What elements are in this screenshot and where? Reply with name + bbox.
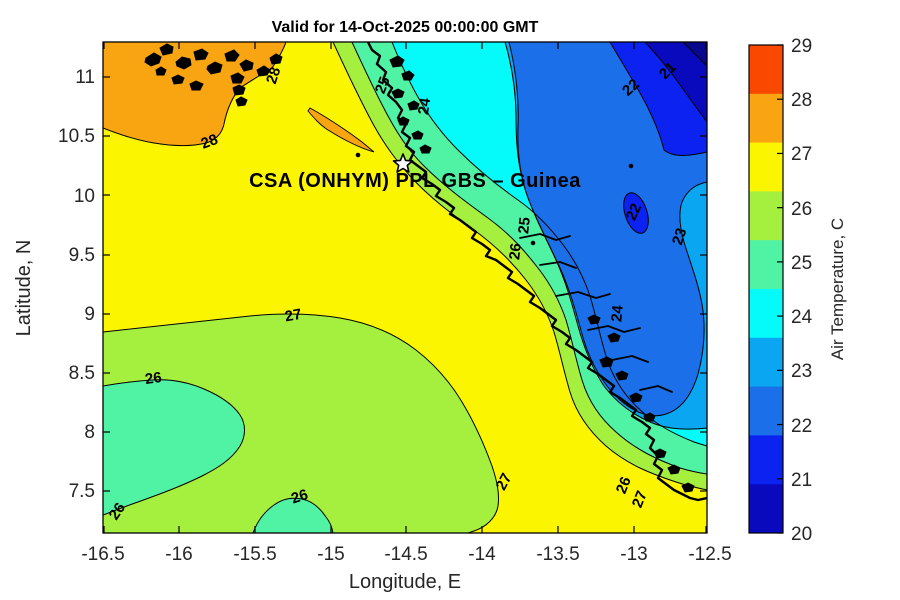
y-tick-label: 8.5 (69, 363, 95, 384)
contour-label: 28 (199, 131, 220, 153)
colorbar-block (749, 386, 783, 436)
colorbar-tick-label: 24 (791, 307, 813, 328)
contour-label: 26 (106, 500, 129, 523)
y-tick-label: 9.5 (69, 245, 95, 266)
colorbar-block (749, 142, 783, 192)
band-blue-blob (623, 192, 649, 234)
y-tick-label: 10 (74, 186, 95, 207)
x-tick-label: -16.5 (81, 544, 124, 565)
y-tick-label: 9 (84, 304, 95, 325)
colorbar-ticks (777, 44, 783, 534)
colorbar-tick-label: 27 (791, 144, 812, 165)
x-tick-label: -16 (165, 544, 192, 565)
colorbar-tick-label: 20 (791, 524, 812, 545)
x-tick-label: -14 (468, 544, 496, 565)
colorbar-tick-labels: 29 28 27 26 25 24 23 22 21 20 (791, 36, 813, 545)
band-royalblue (509, 42, 707, 416)
colorbar-block (749, 337, 783, 388)
x-tick-labels: -16.5 -16 -15.5 -15 -14.5 -14 -13.5 -13 … (81, 544, 731, 565)
y-tick-labels: 11 10.5 10 9.5 9 8.5 8 7.5 (58, 67, 95, 502)
colorbar-tick-label: 26 (791, 199, 812, 220)
y-tick-label: 8 (84, 422, 95, 443)
map-annotation: CSA (ONHYM) PPL GBS – Guinea (249, 170, 581, 192)
x-tick-label: -14.5 (384, 544, 427, 565)
contour-label: 27 (493, 471, 516, 494)
band-greenyellow-south (103, 313, 499, 533)
x-tick-label: -12.5 (688, 544, 731, 565)
colorbar-block (749, 435, 783, 485)
coastline (366, 42, 707, 502)
band-orange-arm (307, 107, 375, 153)
contour-label: 24 (415, 96, 434, 116)
islands (144, 43, 695, 493)
x-axis-label: Longitude, E (349, 571, 461, 593)
colorbar-label: Air Temperature, C (828, 218, 847, 360)
contour-label: 28 (263, 65, 284, 86)
contour-label: 24 (608, 304, 626, 323)
contour-lines (103, 42, 707, 533)
colorbar-block (749, 93, 783, 144)
colorbar-block (749, 240, 783, 290)
colorbar-tick-label: 28 (791, 90, 812, 111)
contour-label: 26 (144, 369, 163, 388)
location-star-marker (392, 153, 414, 173)
colorbar-frame (748, 44, 784, 534)
y-tick-label: 11 (75, 67, 95, 88)
colorbar (749, 45, 783, 534)
x-tick-label: -15 (317, 544, 344, 565)
plot-title: Valid for 14-Oct-2025 00:00:00 GMT (272, 19, 539, 36)
colorbar-tick-label: 22 (791, 416, 812, 437)
contour-label: 25 (372, 74, 394, 96)
plot-frame (102, 41, 708, 534)
colorbar-block (749, 289, 783, 339)
colorbar-tick-label: 25 (791, 253, 812, 274)
contour-label: 26 (613, 474, 635, 496)
contour-label: 27 (284, 306, 303, 326)
x-tick-label: -13 (620, 544, 647, 565)
colorbar-block (749, 45, 783, 95)
y-tick-label: 10.5 (58, 126, 95, 147)
contour-map: 28 28 27 26 26 26 25 24 25 26 24 22 21 2… (103, 42, 707, 533)
contour-label: 25 (515, 216, 534, 234)
colorbar-tick-label: 21 (791, 470, 812, 491)
x-tick-label: -13.5 (536, 544, 579, 565)
contour-label: 27 (629, 488, 651, 510)
axis-ticks (103, 42, 707, 533)
contour-label: 26 (506, 242, 525, 260)
colorbar-block (749, 484, 783, 534)
band-orange-patch (103, 42, 286, 146)
band-mint-patch-west (103, 379, 245, 515)
contour-labels: 28 28 27 26 26 26 25 24 25 26 24 22 21 2… (106, 59, 691, 523)
y-axis-label: Latitude, N (13, 240, 35, 337)
contour-label: 22 (623, 201, 645, 223)
contour-label: 26 (289, 486, 310, 507)
band-mint-patch-south (253, 498, 333, 533)
x-tick-label: -15.5 (233, 544, 276, 565)
colorbar-block (749, 191, 783, 241)
contour-label: 23 (669, 226, 690, 247)
y-tick-label: 7.5 (69, 481, 95, 502)
band-navy-corner (645, 42, 707, 122)
colorbar-tick-label: 23 (791, 361, 812, 382)
colorbar-tick-label: 29 (791, 36, 812, 57)
